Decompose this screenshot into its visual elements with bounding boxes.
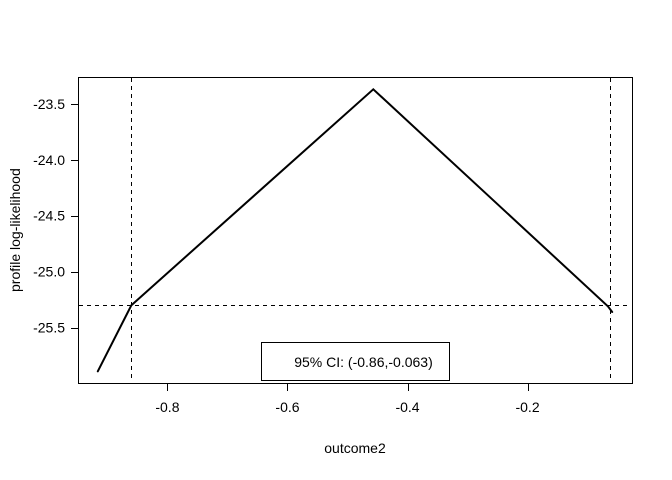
ci-legend-box: 95% CI: (-0.86,-0.063) <box>261 342 450 381</box>
x-tick-label: -0.2 <box>515 399 539 415</box>
y-tick-label: -24.0 <box>33 152 65 168</box>
y-tick-label: -25.0 <box>33 264 65 280</box>
x-tick-label: -0.6 <box>275 399 299 415</box>
x-axis-label: outcome2 <box>324 440 386 456</box>
x-tick-label: -0.8 <box>155 399 179 415</box>
y-tick-label: -24.5 <box>33 208 65 224</box>
x-tick-label: -0.4 <box>395 399 419 415</box>
plot-border <box>78 77 633 384</box>
ci-legend-label: 95% CI: (-0.86,-0.063) <box>294 353 433 370</box>
profile-likelihood-curve <box>96 87 614 373</box>
y-tick-label: -25.5 <box>33 320 65 336</box>
y-tick-label: -23.5 <box>33 96 65 112</box>
y-axis-label: profile log-likelihood <box>7 168 23 292</box>
